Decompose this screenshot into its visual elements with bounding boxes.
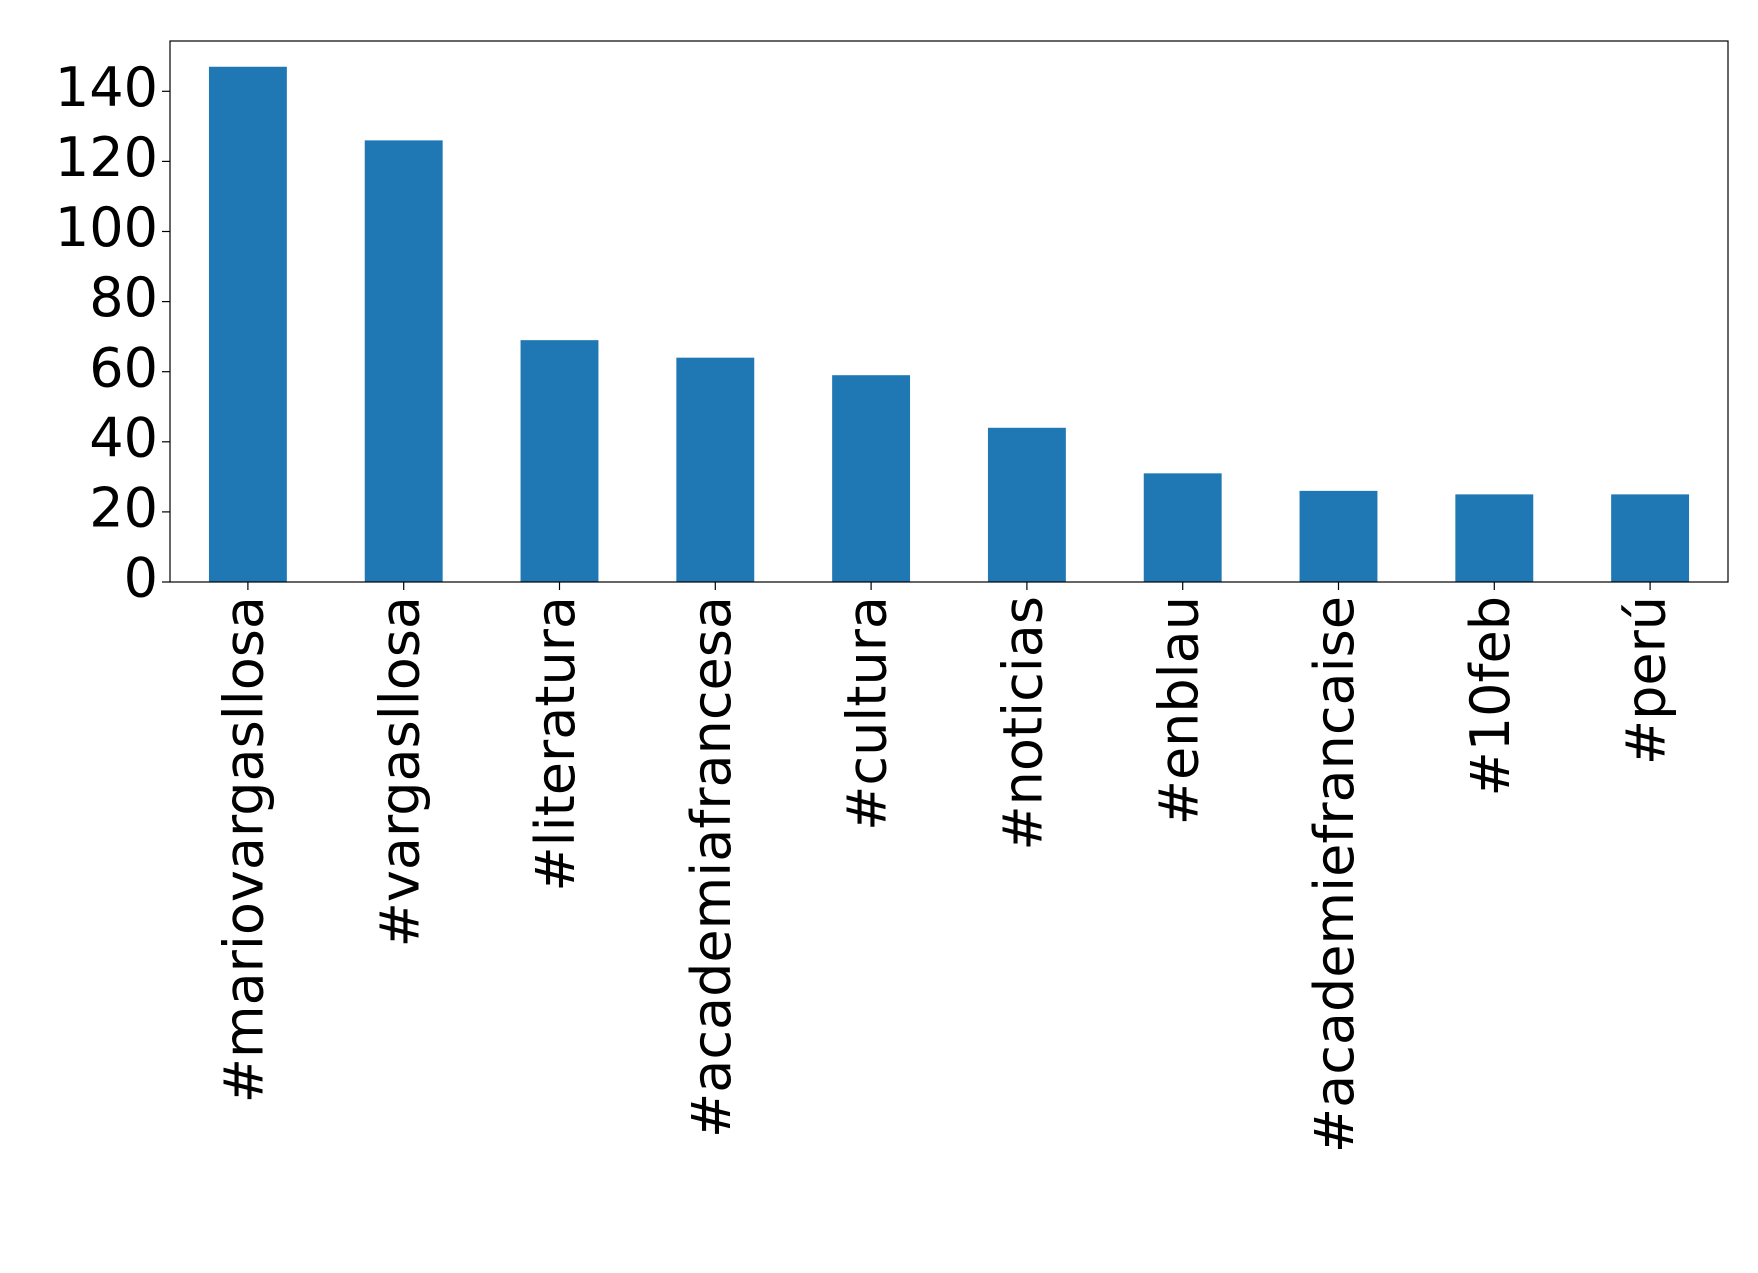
bar xyxy=(364,140,443,582)
plot-frame xyxy=(169,40,1729,583)
bar xyxy=(1143,473,1222,582)
y-tick-label: 0 xyxy=(124,547,158,610)
x-tick-label: #literatura xyxy=(524,596,587,892)
y-tick-label: 80 xyxy=(89,266,158,329)
x-tick-label: #enblau xyxy=(1147,596,1210,825)
bar xyxy=(520,340,599,582)
bar xyxy=(1611,494,1690,582)
y-tick-label: 100 xyxy=(55,196,158,259)
bar xyxy=(208,66,287,582)
x-tick-label: #noticias xyxy=(992,596,1055,851)
bar xyxy=(832,375,911,582)
bar xyxy=(1299,490,1378,582)
y-tick-label: 40 xyxy=(89,406,158,469)
y-tick-label: 20 xyxy=(89,477,158,540)
x-tick-label: #10feb xyxy=(1459,596,1522,796)
y-tick-label: 120 xyxy=(55,126,158,189)
x-tick-label: #vargasllosa xyxy=(368,596,431,947)
bar xyxy=(676,357,755,582)
y-tick-label: 140 xyxy=(55,56,158,119)
bar xyxy=(987,427,1066,582)
bar xyxy=(1455,494,1534,582)
x-tick-label: #cultura xyxy=(836,596,899,831)
y-tick-label: 60 xyxy=(89,336,158,399)
x-tick-label: #perú xyxy=(1615,596,1678,765)
x-tick-label: #mariovargasllosa xyxy=(213,596,276,1103)
x-tick-label: #academiafrancesa xyxy=(680,596,743,1138)
x-tick-label: #academiefrancaise xyxy=(1303,596,1366,1153)
